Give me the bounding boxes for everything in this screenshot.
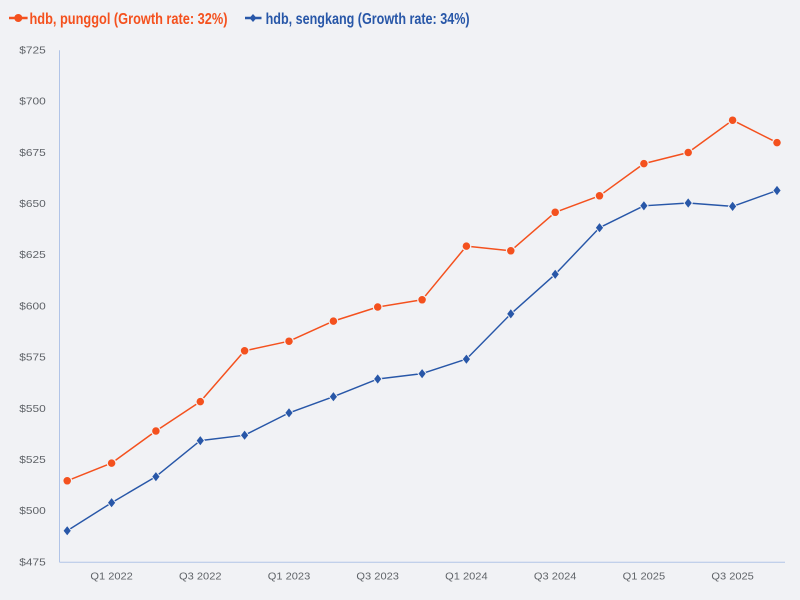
svg-text:Q3 2022: Q3 2022 — [179, 571, 222, 583]
svg-text:hdb, punggol (Growth rate: 32%: hdb, punggol (Growth rate: 32%) — [30, 11, 228, 28]
svg-text:$600: $600 — [19, 300, 46, 312]
svg-text:Q1 2023: Q1 2023 — [268, 571, 311, 583]
svg-text:$700: $700 — [19, 96, 46, 108]
svg-text:Q1 2025: Q1 2025 — [623, 571, 666, 583]
svg-text:Q1 2022: Q1 2022 — [90, 571, 133, 583]
svg-text:$475: $475 — [19, 556, 46, 568]
svg-text:$625: $625 — [19, 249, 46, 261]
svg-text:hdb, sengkang (Growth rate: 34: hdb, sengkang (Growth rate: 34%) — [266, 11, 470, 28]
svg-text:$550: $550 — [19, 403, 46, 415]
svg-text:Q3 2024: Q3 2024 — [534, 571, 577, 583]
svg-text:$575: $575 — [19, 352, 46, 364]
svg-text:$500: $500 — [19, 505, 46, 517]
svg-text:Q1 2024: Q1 2024 — [445, 571, 488, 583]
svg-text:Q3 2025: Q3 2025 — [711, 571, 754, 583]
svg-text:$525: $525 — [19, 454, 46, 466]
svg-text:Q3 2023: Q3 2023 — [356, 571, 399, 583]
svg-text:$725: $725 — [19, 45, 46, 57]
svg-text:$650: $650 — [19, 198, 46, 210]
svg-text:$675: $675 — [19, 147, 46, 159]
